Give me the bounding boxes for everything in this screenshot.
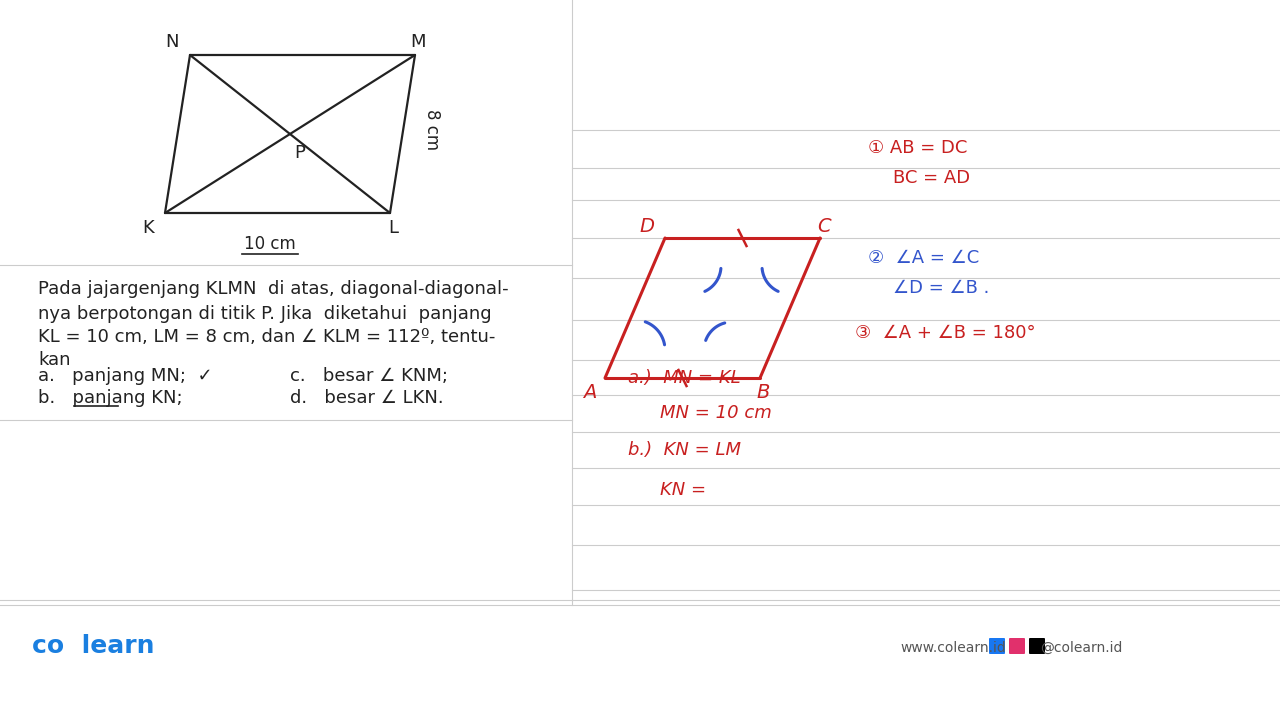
Text: BC = AD: BC = AD (893, 169, 970, 187)
Text: A: A (584, 384, 596, 402)
Text: M: M (411, 33, 426, 51)
FancyBboxPatch shape (1009, 638, 1025, 654)
Text: P: P (294, 144, 306, 162)
FancyBboxPatch shape (1029, 638, 1044, 654)
Text: ∠D = ∠B .: ∠D = ∠B . (893, 279, 989, 297)
Text: nya berpotongan di titik P. Jika  diketahui  panjang: nya berpotongan di titik P. Jika diketah… (38, 305, 492, 323)
Text: b.)  KN = LM: b.) KN = LM (628, 441, 741, 459)
FancyBboxPatch shape (989, 638, 1005, 654)
Text: L: L (388, 219, 398, 237)
Text: D: D (640, 217, 654, 235)
Text: KN =: KN = (660, 481, 707, 499)
Text: kan: kan (38, 351, 70, 369)
Text: a.)  MN = KL: a.) MN = KL (628, 369, 741, 387)
Text: www.colearn.id: www.colearn.id (900, 641, 1006, 655)
Text: N: N (165, 33, 179, 51)
Text: b.   panjang KN;: b. panjang KN; (38, 389, 183, 407)
Text: ③  ∠A + ∠B = 180°: ③ ∠A + ∠B = 180° (855, 324, 1036, 342)
Text: K: K (142, 219, 154, 237)
Text: ① AB = DC: ① AB = DC (868, 139, 968, 157)
Text: co  learn: co learn (32, 634, 155, 658)
Text: 8 cm: 8 cm (422, 109, 442, 150)
Text: ②  ∠A = ∠C: ② ∠A = ∠C (868, 249, 979, 267)
Text: C: C (817, 217, 831, 235)
Text: a.   panjang MN;  ✓: a. panjang MN; ✓ (38, 367, 212, 385)
Text: MN = 10 cm: MN = 10 cm (660, 404, 772, 422)
Text: d.   besar ∠ LKN.: d. besar ∠ LKN. (291, 389, 444, 407)
Text: KL = 10 cm, LM = 8 cm, dan ∠ KLM = 112º, tentu-: KL = 10 cm, LM = 8 cm, dan ∠ KLM = 112º,… (38, 328, 495, 346)
Text: @colearn.id: @colearn.id (1039, 641, 1123, 655)
Text: B: B (756, 384, 769, 402)
Text: Pada jajargenjang KLMN  di atas, diagonal-diagonal-: Pada jajargenjang KLMN di atas, diagonal… (38, 280, 508, 298)
Text: c.   besar ∠ KNM;: c. besar ∠ KNM; (291, 367, 448, 385)
Text: 10 cm: 10 cm (244, 235, 296, 253)
